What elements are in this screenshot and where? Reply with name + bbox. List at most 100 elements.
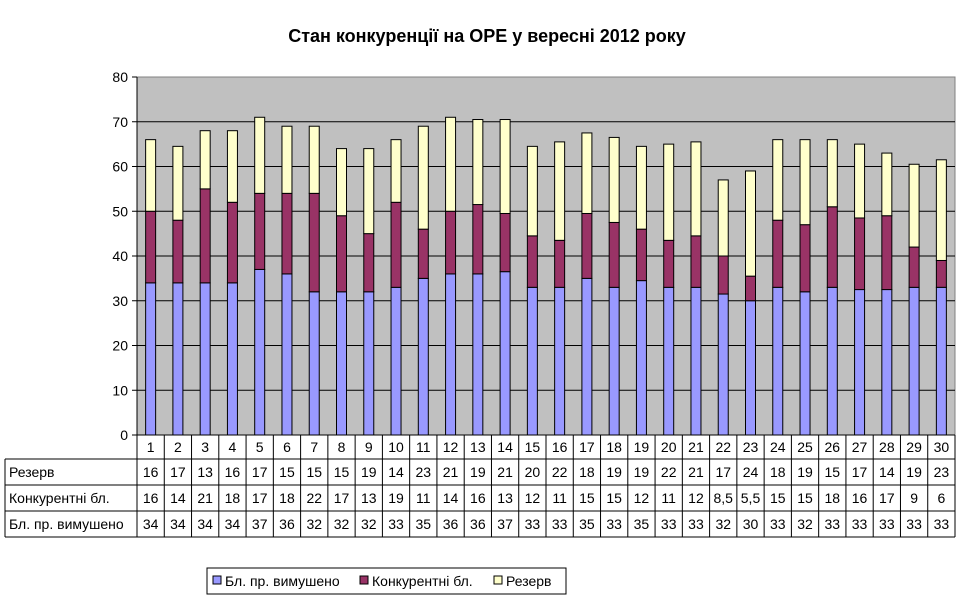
data-label: 21 <box>197 490 213 506</box>
data-label: 16 <box>852 490 868 506</box>
bar-segment <box>717 293 729 436</box>
bar-segment <box>608 136 620 223</box>
bar-segment <box>363 233 375 293</box>
x-tick-label: 6 <box>283 439 291 455</box>
bar-segment <box>172 145 184 221</box>
bar-segment <box>799 291 811 436</box>
data-label: 16 <box>143 464 159 480</box>
bar-segment <box>226 130 238 203</box>
bar-segment <box>472 204 484 275</box>
bar-segment <box>690 286 702 436</box>
data-label: 32 <box>361 516 377 532</box>
bar-segment <box>390 139 402 203</box>
data-label: 12 <box>525 490 541 506</box>
data-label: 18 <box>225 490 241 506</box>
data-label: 34 <box>225 516 241 532</box>
data-label: 34 <box>197 516 213 532</box>
data-label: 32 <box>797 516 813 532</box>
data-label: 17 <box>334 490 350 506</box>
bar-segment <box>935 259 947 288</box>
data-label: 33 <box>852 516 868 532</box>
bar-segment <box>908 286 920 436</box>
bar-segment <box>254 116 266 194</box>
bar-segment <box>772 286 784 436</box>
bar-segment <box>554 239 566 288</box>
x-tick-label: 1 <box>147 439 155 455</box>
bar-segment <box>363 148 375 235</box>
y-tick-label: 20 <box>112 338 128 354</box>
data-label: 20 <box>525 464 541 480</box>
data-label: 18 <box>770 464 786 480</box>
data-label: 33 <box>606 516 622 532</box>
x-tick-label: 25 <box>797 439 813 455</box>
bar-segment <box>199 130 211 190</box>
bar-segment <box>226 282 238 436</box>
data-label: 14 <box>388 464 404 480</box>
x-tick-label: 24 <box>770 439 786 455</box>
data-label: 30 <box>743 516 759 532</box>
data-label: 19 <box>470 464 486 480</box>
x-tick-label: 3 <box>201 439 209 455</box>
bar-segment <box>881 152 893 217</box>
legend-label: Бл. пр. вимушено <box>225 573 340 589</box>
data-label: 37 <box>497 516 513 532</box>
bar-segment <box>254 192 266 270</box>
data-label: 36 <box>279 516 295 532</box>
data-label: 15 <box>306 464 322 480</box>
data-label: 33 <box>879 516 895 532</box>
bar-segment <box>390 286 402 436</box>
bar-segment <box>281 273 293 436</box>
legend-label: Конкурентні бл. <box>372 573 473 589</box>
bar-segment <box>690 141 702 237</box>
bar-segment <box>745 170 756 277</box>
x-tick-label: 9 <box>365 439 373 455</box>
x-tick-label: 27 <box>852 439 868 455</box>
data-label: 33 <box>906 516 922 532</box>
bar-segment <box>445 210 457 275</box>
x-tick-label: 23 <box>743 439 759 455</box>
bar-segment <box>281 192 293 275</box>
legend-swatch <box>493 575 503 585</box>
bar-segment <box>635 228 647 282</box>
bar-segment <box>363 291 375 436</box>
bar-segment <box>799 139 811 226</box>
bar-segment <box>526 145 538 237</box>
legend-box <box>206 567 567 595</box>
y-axis: 0 10 20 30 40 50 60 70 80 <box>112 69 138 443</box>
bar-segment <box>336 291 347 436</box>
data-label: 15 <box>797 490 813 506</box>
data-label: 18 <box>825 490 841 506</box>
data-label: 13 <box>197 464 213 480</box>
legend: Бл. пр. вимушено Конкурентні бл. Резерв <box>206 567 567 595</box>
legend-swatch <box>359 575 369 585</box>
bar-segment <box>254 268 266 436</box>
bar-segment <box>390 201 402 288</box>
data-label: 19 <box>388 490 404 506</box>
bar-segment <box>145 139 157 212</box>
bar-segment <box>417 228 429 279</box>
data-label: 17 <box>879 490 895 506</box>
data-label: 22 <box>661 464 677 480</box>
x-tick-label: 19 <box>634 439 650 455</box>
data-label: 32 <box>715 516 731 532</box>
data-label: 15 <box>825 464 841 480</box>
data-label: 17 <box>252 490 268 506</box>
legend-swatch <box>212 575 222 585</box>
data-label: 19 <box>606 464 622 480</box>
bar-segment <box>663 239 675 288</box>
bar-segment <box>717 255 729 295</box>
y-tick-label: 30 <box>112 293 128 309</box>
x-tick-label: 26 <box>825 439 841 455</box>
data-label: 22 <box>306 490 322 506</box>
data-label: 33 <box>770 516 786 532</box>
bar-segment <box>772 139 784 221</box>
data-label: 18 <box>579 464 595 480</box>
table-row-label: Резерв <box>9 464 54 480</box>
bar-segment <box>935 286 947 436</box>
data-label: 15 <box>579 490 595 506</box>
bar-segment <box>445 273 457 436</box>
y-tick-label: 70 <box>112 114 128 130</box>
bar-segment <box>199 282 211 436</box>
data-label: 12 <box>634 490 650 506</box>
